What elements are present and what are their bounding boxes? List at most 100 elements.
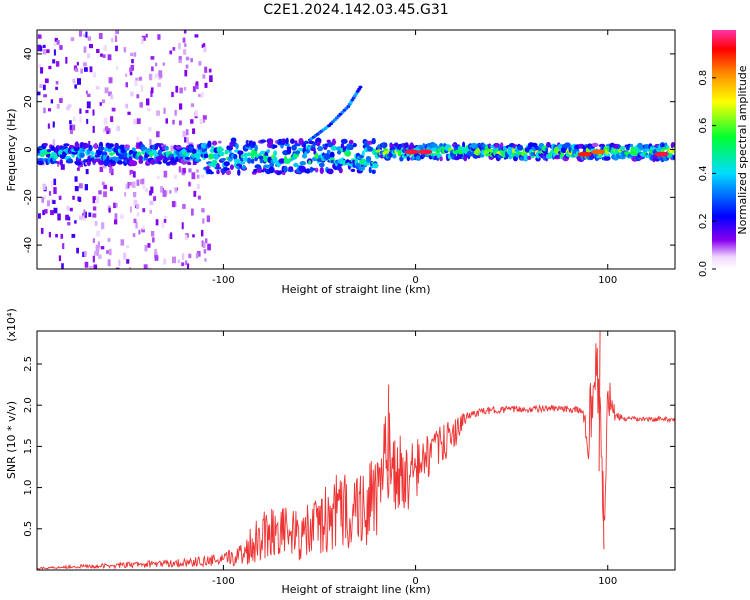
spectrogram-cell [331,140,337,144]
snr-panel: -100 0 100 0.5 1.0 1.5 2.0 2.5 Height of straig… [5,308,676,596]
spectrogram-speckle [126,245,130,249]
spectrogram-cell [308,160,312,165]
spectrogram-speckle [178,56,182,63]
spectrogram-speckle [136,179,140,186]
spectrogram-speckle [95,244,100,252]
spectrogram-speckle [147,267,152,269]
spectrogram-speckle [134,80,138,87]
spectrogram-speckle [191,208,194,216]
spectrogram-speckle [103,117,108,125]
spectrogram-cell [96,149,103,156]
spectrogram-speckle [125,103,128,109]
spectrogram-speckle [86,118,89,124]
colorbar-tick-label: 0.0 [698,261,709,277]
spectrogram-cell [263,164,270,169]
snr-peak [602,471,605,550]
spectrogram-speckle [145,188,148,192]
colorbar-tick-label: 0.8 [698,70,709,86]
spectrogram-cell [372,163,379,169]
spectrogram-speckle [53,49,56,56]
spectrogram-speckle [196,169,199,173]
spectrogram-speckle [92,255,95,263]
spectrogram-speckle [96,49,100,53]
spectrogram-speckle [184,234,188,240]
spectrogram-speckle [125,73,128,77]
spectrogram-panel: -100 0 100 -40 -20 0 20 40 Height of straight l… [5,29,676,296]
spectrogram-cell [207,140,212,148]
spectrogram-speckle [40,67,44,74]
spectrogram-speckle [186,136,189,144]
spectrogram-speckle [107,54,112,61]
spectrogram-speckle [169,50,173,55]
spectrogram-speckle [182,130,186,138]
spectrogram-speckle [67,104,72,108]
spectrogram-cell [131,147,136,152]
spectrogram-speckle [201,240,204,247]
spectrogram-cell [216,163,220,169]
spectrogram-cell [157,161,162,165]
spectrogram-speckle [50,99,54,104]
spectrogram-speckle [146,98,150,106]
spectrogram-speckle [94,251,97,256]
spectrogram-speckle [184,70,188,77]
spectrogram-speckle [62,243,65,250]
spectrogram-x-axis-label: Height of straight line (km) [281,283,430,296]
spectrogram-speckle [162,62,165,66]
spectrogram-speckle [100,53,103,57]
spectrogram-cell [63,143,70,147]
spectrogram-cell [184,156,191,160]
spectrogram-cell [326,149,331,154]
snr-y-tick-label: 0.5 [23,521,34,537]
spectrogram-speckle [107,150,112,155]
spectrogram-speckle [177,259,181,264]
spectrogram-speckle [102,54,106,58]
spectrogram-speckle [79,108,82,114]
spectrogram-speckle [92,213,97,218]
spectrogram-speckle [202,218,205,224]
spectrogram-cell [175,146,182,150]
spectrogram-speckle [115,45,118,52]
spectrogram-y-axis-label: Frequency (Hz) [5,109,18,192]
spectrogram-speckle [188,181,191,187]
spectrogram-speckle [80,68,83,74]
spectrogram-speckle [195,82,199,90]
spectrogram-speckle [151,231,155,237]
spectrogram-speckle [160,186,164,193]
spectrogram-speckle [127,181,130,189]
spectrogram-speckle [47,200,50,207]
spectrogram-cell [610,151,615,155]
spectrogram-speckle [204,258,207,262]
spectrogram-speckle [127,111,131,115]
spectrogram-cell [268,166,275,174]
spectrogram-cell [187,161,192,166]
spectrogram-speckle [129,71,133,76]
spectrogram-cell [518,144,524,151]
spectrogram-speckle [99,102,102,106]
spectrogram-speckle [69,124,73,131]
spectrogram-speckle [56,40,60,45]
snr-y-tick-label: 2.5 [23,356,34,372]
spectrogram-cell [361,150,365,157]
spectrogram-speckle [173,174,177,180]
spectrogram-cell [383,148,389,152]
spectrogram-cell [371,137,376,145]
spectrogram-speckle [43,84,46,91]
spectrogram-cell [523,154,529,161]
spectrogram-speckle [93,264,98,269]
spectrogram-speckle [65,214,69,221]
spectrogram-cell [101,151,108,157]
spectrogram-cell [218,151,225,157]
spectrogram-speckle [161,221,165,229]
spectrogram-speckle [149,200,154,206]
spectrogram-speckle [73,116,76,122]
spectrogram-speckle [42,183,46,190]
spectrogram-speckle [178,166,182,173]
spectrogram-speckle [103,45,108,52]
spectrogram-speckle [125,82,128,88]
spectrogram-speckle [85,169,89,175]
spectrogram-cell [358,165,365,172]
spectrogram-speckle [97,241,100,249]
spectrogram-speckle [133,171,136,178]
spectrogram-speckle [54,37,58,42]
spectrogram-hotspot [418,149,433,155]
